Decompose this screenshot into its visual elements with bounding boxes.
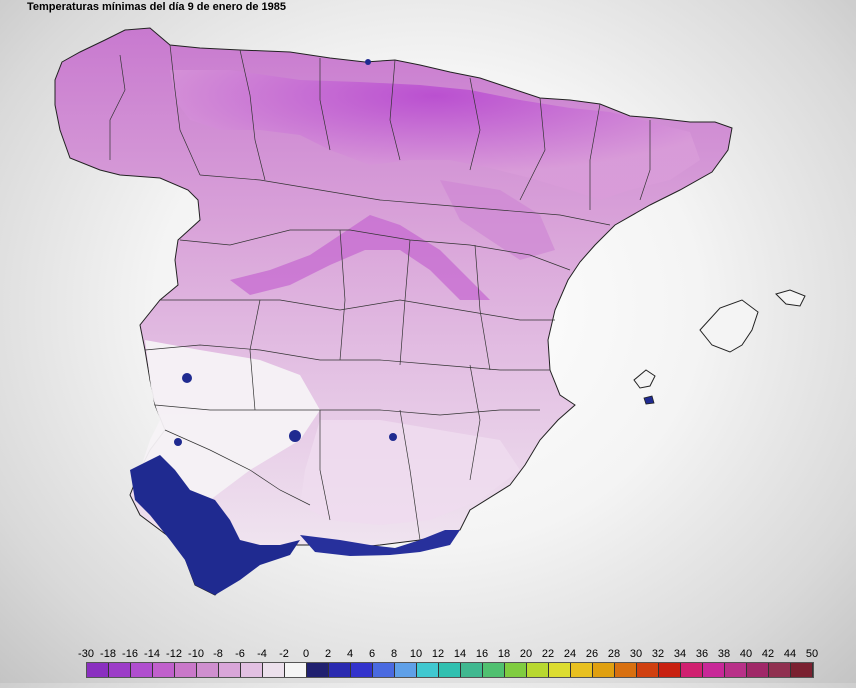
- legend-swatch: [725, 663, 747, 677]
- legend-swatch: [175, 663, 197, 677]
- legend-label: 24: [563, 648, 577, 660]
- legend-label: 4: [346, 648, 354, 660]
- map-title: Temperaturas mínimas del día 9 de enero …: [27, 1, 287, 13]
- legend-swatch: [571, 663, 593, 677]
- legend-label: -16: [122, 648, 138, 660]
- legend-label: 26: [585, 648, 599, 660]
- legend-swatch: [637, 663, 659, 677]
- legend-swatch: [549, 663, 571, 677]
- legend-swatch: [87, 663, 109, 677]
- legend-label: 10: [409, 648, 423, 660]
- iberian-cold-zone: [440, 180, 555, 260]
- legend-labels: -30 -18 -16 -14 -12 -10 -8 -6 -4 -2 0 2 4 6 8 10 12 14 16 1…: [76, 648, 846, 662]
- legend-label: 32: [651, 648, 665, 660]
- legend-swatch: [615, 663, 637, 677]
- legend-label: 6: [368, 648, 376, 660]
- legend-label: -12: [166, 648, 182, 660]
- legend-swatch: [593, 663, 615, 677]
- mallorca-island: [699, 299, 759, 353]
- warm-spot-cordoba: [289, 430, 301, 442]
- legend-swatch: [791, 663, 813, 677]
- legend-swatch: [153, 663, 175, 677]
- legend-swatch: [329, 663, 351, 677]
- legend-label: 44: [783, 648, 797, 660]
- legend-swatch: [241, 663, 263, 677]
- legend-swatch: [681, 663, 703, 677]
- province-borders: [109, 44, 651, 541]
- formentera-island: [643, 395, 655, 405]
- legend-label: 42: [761, 648, 775, 660]
- warm-spot-badajoz: [182, 373, 192, 383]
- legend-label: 40: [739, 648, 753, 660]
- legend-label: -4: [257, 648, 267, 660]
- legend-label: -18: [100, 648, 116, 660]
- legend-swatch: [395, 663, 417, 677]
- cadiz-coast-warm: [130, 455, 300, 595]
- legend-label: 36: [695, 648, 709, 660]
- legend-label: 28: [607, 648, 621, 660]
- legend-label: -2: [279, 648, 289, 660]
- legend-label: 20: [519, 648, 533, 660]
- color-legend-bar: [86, 662, 814, 678]
- legend-swatch: [285, 663, 307, 677]
- legend-label: 22: [541, 648, 555, 660]
- warm-spot-cantabria: [365, 59, 371, 65]
- warm-spot-jaen: [389, 433, 397, 441]
- north-cold-zone: [170, 70, 700, 200]
- ibiza-island: [633, 369, 656, 389]
- legend-label: 50: [805, 648, 819, 660]
- south-mild-zone: [140, 340, 320, 520]
- legend-swatch: [461, 663, 483, 677]
- legend-label: 30: [629, 648, 643, 660]
- legend-label: 14: [453, 648, 467, 660]
- legend-label: 2: [324, 648, 332, 660]
- legend-swatch: [263, 663, 285, 677]
- legend-swatch: [109, 663, 131, 677]
- legend-label: 16: [475, 648, 489, 660]
- legend-swatch: [527, 663, 549, 677]
- legend-label: -6: [235, 648, 245, 660]
- legend-label: -14: [144, 648, 160, 660]
- legend-swatch: [197, 663, 219, 677]
- legend-swatch: [439, 663, 461, 677]
- malaga-coast-warm: [300, 530, 460, 556]
- legend-swatch: [769, 663, 791, 677]
- legend-swatch: [659, 663, 681, 677]
- legend-label: 38: [717, 648, 731, 660]
- legend-label: -10: [188, 648, 204, 660]
- legend-label: -30: [78, 648, 94, 660]
- central-cold-streak: [230, 215, 490, 300]
- legend-swatch: [351, 663, 373, 677]
- legend-swatch: [219, 663, 241, 677]
- legend-label: 18: [497, 648, 511, 660]
- legend-label: 8: [390, 648, 398, 660]
- legend-swatch: [373, 663, 395, 677]
- legend-swatch: [307, 663, 329, 677]
- legend-swatch: [505, 663, 527, 677]
- legend-label: 12: [431, 648, 445, 660]
- legend-swatch: [747, 663, 769, 677]
- legend-label: -8: [213, 648, 223, 660]
- warm-spot-huelva: [174, 438, 182, 446]
- legend-swatch: [483, 663, 505, 677]
- legend-swatch: [131, 663, 153, 677]
- menorca-island: [775, 289, 806, 307]
- legend-swatch: [703, 663, 725, 677]
- legend-swatch: [417, 663, 439, 677]
- southeast-mild-zone: [300, 420, 520, 525]
- legend-label: 34: [673, 648, 687, 660]
- legend-label: 0: [302, 648, 310, 660]
